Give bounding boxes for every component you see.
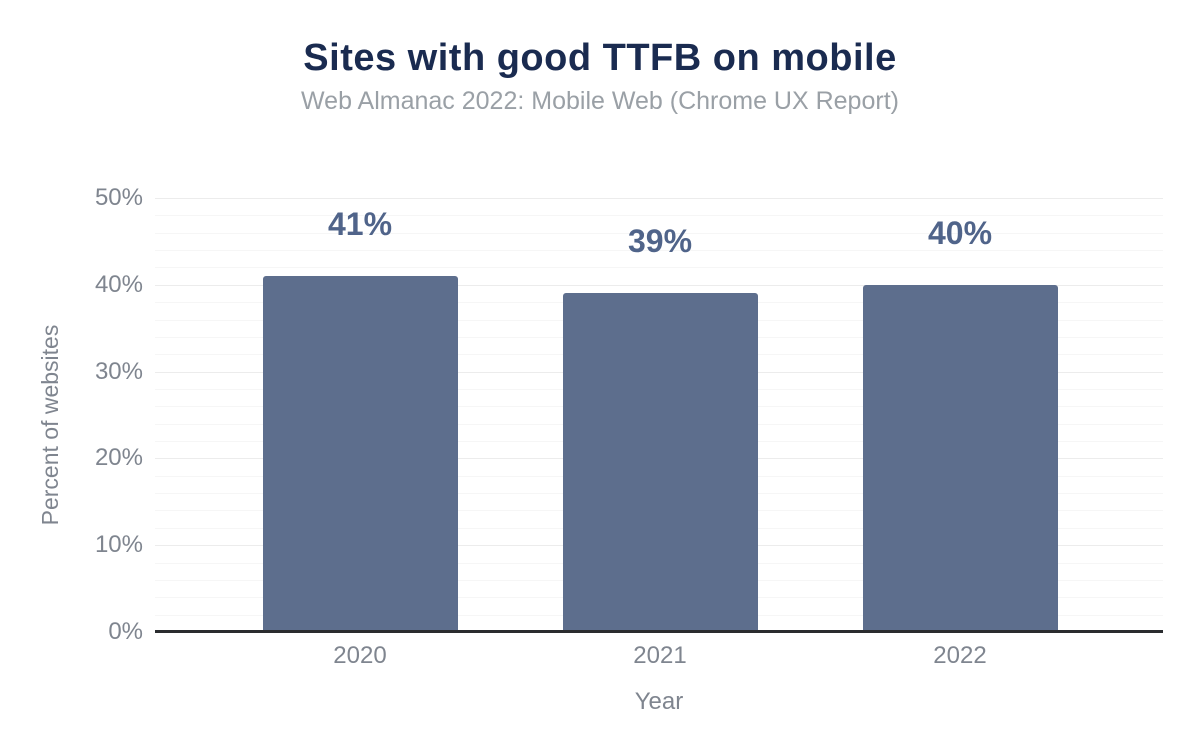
y-tick-label: 0% bbox=[108, 618, 143, 645]
y-axis-title: Percent of websites bbox=[37, 324, 63, 526]
x-tick-label: 2020 bbox=[333, 642, 387, 669]
minor-gridline bbox=[155, 233, 1163, 234]
bar-value-label: 41% bbox=[327, 206, 393, 242]
y-tick-label: 20% bbox=[94, 444, 143, 471]
x-axis-line bbox=[155, 630, 1163, 633]
y-tick-label: 40% bbox=[94, 271, 143, 298]
minor-gridline bbox=[155, 215, 1163, 216]
y-tick-label: 10% bbox=[94, 531, 143, 558]
x-tick-label: 2022 bbox=[933, 642, 987, 669]
x-tick-label: 2021 bbox=[633, 642, 687, 669]
minor-gridline bbox=[155, 267, 1163, 268]
chart-subtitle: Web Almanac 2022: Mobile Web (Chrome UX … bbox=[301, 87, 899, 115]
y-tick-label: 30% bbox=[94, 358, 143, 385]
major-gridline bbox=[155, 198, 1163, 199]
bar-2020[interactable] bbox=[262, 276, 458, 630]
x-axis-title: Year bbox=[634, 688, 684, 715]
major-gridline bbox=[155, 285, 1163, 286]
bar-2022[interactable] bbox=[862, 285, 1058, 630]
y-tick-label: 50% bbox=[94, 184, 143, 211]
chart-title: Sites with good TTFB on mobile bbox=[303, 37, 897, 79]
bar-value-label: 40% bbox=[927, 215, 993, 251]
bar-2021[interactable] bbox=[562, 293, 758, 630]
bar-value-label: 39% bbox=[627, 223, 693, 259]
minor-gridline bbox=[155, 250, 1163, 251]
